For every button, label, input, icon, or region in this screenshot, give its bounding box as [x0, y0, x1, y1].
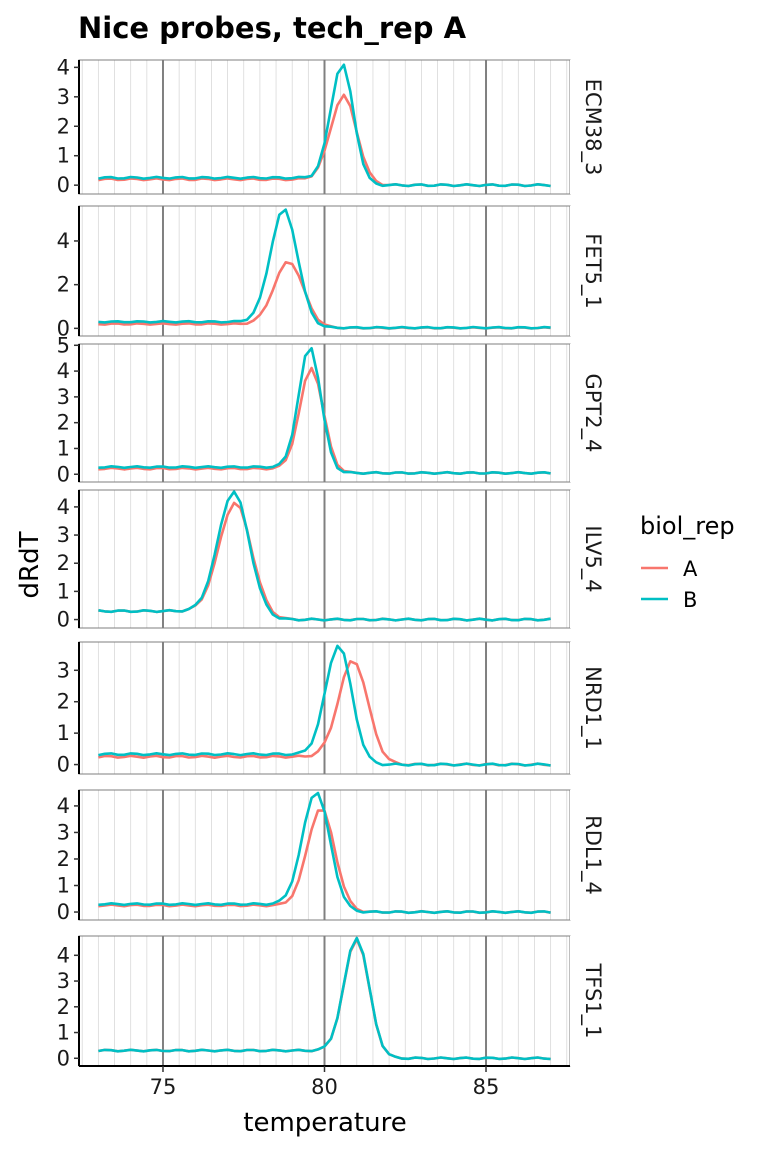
- y-tick-label: 1: [57, 436, 70, 460]
- x-tick-label: 85: [473, 1075, 500, 1099]
- y-tick-label: 3: [57, 523, 70, 547]
- legend-title: biol_rep: [640, 512, 735, 540]
- series-line-B: [98, 490, 551, 622]
- series-line-B: [98, 791, 551, 915]
- x-axis: 75 80 85: [79, 1065, 570, 1099]
- chart-title: Nice probes, tech_rep A: [78, 11, 467, 45]
- y-tick-label: 3: [57, 385, 70, 409]
- x-tick-label: 80: [311, 1075, 338, 1099]
- y-tick-label: 2: [57, 551, 70, 575]
- y-tick-label: 1: [57, 874, 70, 898]
- y-tick-label: 4: [57, 794, 70, 818]
- y-tick-label: 2: [57, 847, 70, 871]
- y-tick-label: 3: [57, 969, 70, 993]
- facet-panel: 0 1 2 3 4 ILV5_4: [57, 489, 605, 632]
- series-line-B: [98, 644, 551, 767]
- facet-label: ECM38_3: [580, 79, 605, 176]
- y-tick-label: 4: [57, 495, 70, 519]
- facet-strip: [570, 790, 598, 920]
- facet-label: ILV5_4: [580, 525, 605, 592]
- legend: biol_rep AB: [640, 512, 735, 612]
- legend-label-B: B: [683, 588, 697, 612]
- y-tick-label: 4: [57, 359, 70, 383]
- y-tick-label: 0: [57, 900, 70, 924]
- facet-panel: 01 2 34 RDL1_4: [57, 789, 605, 924]
- facet-panel: 0 2 4 FET5_1: [57, 205, 605, 340]
- facet-strip: [570, 60, 598, 194]
- facet-label: RDL1_4: [580, 815, 605, 895]
- facet-strip: [570, 490, 598, 628]
- facet-strip: [570, 344, 598, 482]
- y-tick-label: 0: [57, 753, 70, 777]
- y-axis-title: dRdT: [15, 531, 45, 598]
- y-tick-label: 2: [57, 411, 70, 435]
- y-tick-label: 2: [57, 995, 70, 1019]
- facet-strip: [570, 936, 598, 1066]
- facet-strip: [570, 206, 598, 336]
- facet-label: GPT2_4: [580, 374, 605, 453]
- y-tick-label: 0: [57, 173, 70, 197]
- y-tick-label: 2: [57, 114, 70, 138]
- series-line-B: [98, 63, 551, 188]
- y-tick-label: 2: [57, 273, 70, 297]
- y-tick-label: 3: [57, 820, 70, 844]
- y-tick-label: 2: [57, 690, 70, 714]
- series-line-B: [98, 936, 551, 1061]
- y-tick-label: 0: [57, 1046, 70, 1070]
- facet-label: NRD1_1: [580, 666, 605, 750]
- y-tick-label: 5: [57, 333, 70, 357]
- y-tick-label: 1: [57, 1021, 70, 1045]
- facet-panel: 0 1 2 3 4 ECM38_3: [57, 55, 605, 197]
- y-tick-label: 0: [57, 316, 70, 340]
- x-axis-title: temperature: [243, 1108, 406, 1138]
- facet-panel: 0 1 2 3 NRD1_1: [57, 641, 605, 777]
- y-tick-label: 4: [57, 229, 70, 253]
- y-tick-label: 0: [57, 462, 70, 486]
- y-tick-label: 0: [57, 608, 70, 632]
- legend-label-A: A: [683, 557, 698, 581]
- y-tick-label: 1: [57, 721, 70, 745]
- x-tick-label: 75: [150, 1075, 177, 1099]
- y-tick-label: 1: [57, 144, 70, 168]
- facet-strip: [570, 642, 598, 774]
- y-tick-label: 3: [57, 85, 70, 109]
- y-tick-label: 4: [57, 55, 70, 79]
- y-tick-label: 1: [57, 579, 70, 603]
- y-tick-label: 3: [57, 658, 70, 682]
- series-line-B: [98, 346, 551, 475]
- series-line-B: [98, 208, 551, 330]
- facet-label: TFS1_1: [580, 962, 605, 1038]
- facet-label: FET5_1: [580, 233, 605, 308]
- y-tick-label: 4: [57, 943, 70, 967]
